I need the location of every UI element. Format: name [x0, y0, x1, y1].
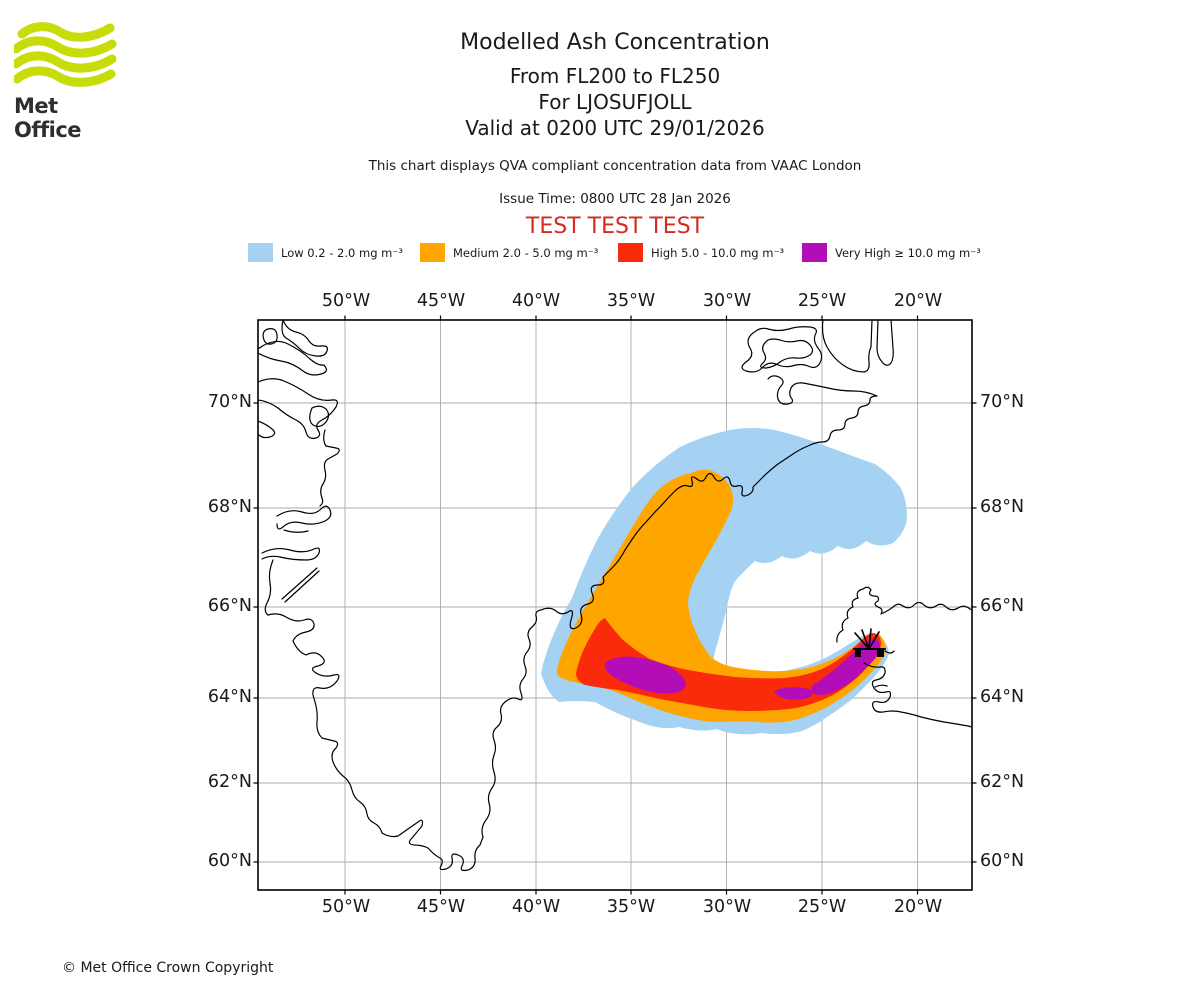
y-tick-right-60n: 60°N — [980, 851, 1025, 871]
x-tick-top-50w: 50°W — [321, 291, 371, 311]
x-tick-top-30w: 30°W — [702, 291, 752, 311]
coast-iceland-westfjords-north — [836, 586, 972, 643]
coast-greenland-band-2 — [258, 378, 338, 439]
coast-greenland-fjord-band-1 — [276, 505, 332, 530]
coast-scoresby-island — [760, 338, 814, 369]
map-frame — [253, 315, 977, 895]
y-tick-right-64n: 64°N — [980, 687, 1025, 707]
subtitle-flight-levels: From FL200 to FL250 — [509, 64, 721, 88]
x-tick-bottom-50w: 50°W — [321, 897, 371, 917]
coast-greenland-island — [262, 328, 278, 345]
coast-scoresby-shore — [767, 375, 878, 405]
legend-swatch-low — [248, 243, 273, 262]
legend-label-low: Low 0.2 - 2.0 mg m⁻³ — [281, 246, 404, 260]
y-tick-left-64n: 64°N — [207, 687, 252, 707]
y-tick-right-62n: 62°N — [980, 772, 1025, 792]
ash-very-high-region-source — [811, 638, 881, 696]
coast-scoresby-fjord-west — [821, 320, 873, 373]
x-tick-bottom-30w: 30°W — [702, 897, 752, 917]
met-office-logo: Met Office — [11, 22, 124, 142]
y-tick-left-70n: 70°N — [207, 392, 252, 412]
coast-iceland-southwest — [863, 662, 972, 728]
y-tick-left-60n: 60°N — [207, 851, 252, 871]
x-tick-bottom-35w: 35°W — [606, 897, 656, 917]
map-ticks — [253, 315, 977, 895]
y-tick-right-66n: 66°N — [980, 596, 1025, 616]
legend-label-very-high: Very High ≥ 10.0 mg m⁻³ — [835, 246, 981, 260]
x-tick-top-35w: 35°W — [606, 291, 656, 311]
ash-very-high-region-west — [604, 656, 686, 694]
test-banner: TEST TEST TEST — [525, 214, 705, 239]
legend-swatch-very-high — [802, 243, 827, 262]
x-tick-top-40w: 40°W — [511, 291, 561, 311]
coast-greenland-top-hook — [281, 320, 328, 357]
copyright-notice: © Met Office Crown Copyright — [62, 960, 274, 976]
subtitle-volcano: For LJOSUFJOLL — [538, 90, 692, 114]
coast-scoresby-ring — [741, 326, 823, 373]
coast-greenland-fjord-inner — [283, 529, 309, 533]
coast-greenland-lagoon — [309, 405, 330, 428]
y-tick-left-68n: 68°N — [207, 497, 252, 517]
x-tick-bottom-25w: 25°W — [797, 897, 847, 917]
issue-time: Issue Time: 0800 UTC 28 Jan 2026 — [499, 191, 731, 207]
ash-map — [253, 315, 977, 895]
y-tick-right-68n: 68°N — [980, 497, 1025, 517]
coast-greenland-thin-fjord-b — [284, 570, 320, 603]
met-office-logo-text: Met Office — [14, 94, 82, 142]
coast-greenland-east — [540, 395, 878, 630]
coast-greenland-thin-fjord-a — [281, 567, 318, 600]
x-tick-top-20w: 20°W — [893, 291, 943, 311]
x-tick-bottom-40w: 40°W — [511, 897, 561, 917]
x-tick-bottom-45w: 45°W — [416, 897, 466, 917]
coast-greenland-notch — [258, 420, 276, 439]
coast-greenland-fjord-band-2 — [261, 547, 321, 561]
legend-swatch-medium — [420, 243, 445, 262]
x-tick-top-25w: 25°W — [797, 291, 847, 311]
qva-note: This chart displays QVA compliant concen… — [368, 158, 862, 174]
coast-greenland-south — [267, 609, 542, 872]
volcano-marker — [853, 628, 895, 657]
x-tick-top-45w: 45°W — [416, 291, 466, 311]
legend-label-medium: Medium 2.0 - 5.0 mg m⁻³ — [453, 246, 599, 260]
legend-swatch-high — [618, 243, 643, 262]
coastlines — [258, 320, 972, 872]
ash-very-high-region-mid — [774, 687, 813, 700]
y-tick-right-70n: 70°N — [980, 392, 1025, 412]
y-tick-left-62n: 62°N — [207, 772, 252, 792]
y-tick-left-66n: 66°N — [207, 596, 252, 616]
page-title: Modelled Ash Concentration — [460, 30, 770, 55]
ash-contours — [541, 428, 907, 735]
legend-label-high: High 5.0 - 10.0 mg m⁻³ — [651, 246, 785, 260]
met-office-logo-waves — [11, 22, 117, 87]
coast-greenland-descent — [264, 559, 274, 616]
coast-greenland-band-1 — [258, 340, 327, 376]
coast-scoresby-fjord-east — [876, 320, 894, 366]
coast-greenland-mid — [319, 429, 340, 507]
coast-iceland-bay-detail — [874, 684, 888, 688]
subtitle-valid-time: Valid at 0200 UTC 29/01/2026 — [465, 116, 765, 140]
x-tick-bottom-20w: 20°W — [893, 897, 943, 917]
